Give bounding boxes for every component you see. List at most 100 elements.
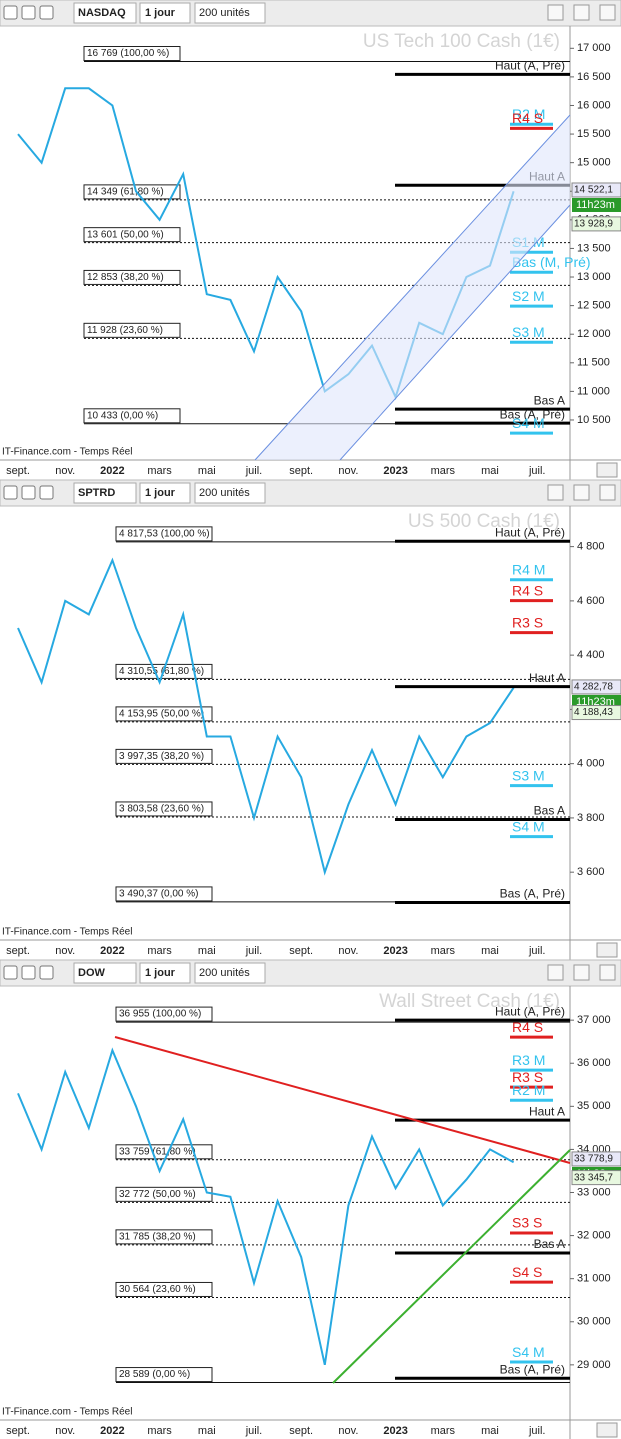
pivot-label: R3 M — [512, 1052, 545, 1068]
x-tick-label: mars — [431, 1425, 456, 1437]
period-dropdown[interactable] — [139, 962, 191, 984]
fib-box — [83, 408, 181, 424]
y-tick-label: 12 500 — [577, 300, 611, 312]
x-tick-label: 2023 — [383, 1425, 407, 1437]
fib-box — [83, 269, 181, 285]
symbol-dropdown[interactable] — [73, 962, 137, 984]
fib-label: 3 803,58 (23,60 %) — [119, 804, 204, 815]
y-tick-label: 37 000 — [577, 1014, 611, 1026]
y-tick-label: 31 000 — [577, 1273, 611, 1285]
units: 200 unités — [199, 487, 250, 499]
units-dropdown[interactable] — [194, 482, 266, 504]
price-label: 13 928,9 — [574, 219, 613, 230]
trend-line — [332, 1149, 571, 1384]
x-tick-label: 2022 — [100, 1425, 124, 1437]
y-tick-label: 12 000 — [577, 328, 611, 340]
window-button[interactable] — [547, 4, 564, 21]
x-tick-label: mai — [481, 945, 499, 957]
pivot-label: R4 S — [512, 1019, 543, 1035]
toolbar-icon[interactable] — [21, 5, 36, 20]
fib-box — [115, 1229, 213, 1245]
units-dropdown[interactable] — [194, 962, 266, 984]
toolbar-icon[interactable] — [21, 965, 36, 980]
x-tick-label: juil. — [245, 1425, 263, 1437]
x-tick-label: mai — [198, 465, 216, 477]
fib-box — [115, 526, 213, 542]
window-button[interactable] — [599, 484, 616, 501]
fib-box — [115, 706, 213, 722]
y-tick-label: 10 500 — [577, 414, 611, 426]
x-tick-label: mars — [431, 945, 456, 957]
window-button[interactable] — [547, 484, 564, 501]
price-label: 4 282,78 — [574, 682, 613, 693]
x-tick-label: sept. — [289, 465, 313, 477]
pivot-label: Haut (A, Pré) — [495, 1004, 565, 1018]
units-dropdown[interactable] — [194, 2, 266, 24]
window-button[interactable] — [599, 964, 616, 981]
toolbar-icon[interactable] — [39, 5, 54, 20]
fib-box — [83, 184, 181, 200]
y-tick-label: 30 000 — [577, 1316, 611, 1328]
pivot-label: S4 M — [512, 415, 545, 431]
period-dropdown[interactable] — [139, 482, 191, 504]
scroll-button[interactable] — [596, 462, 618, 478]
y-tick-label: 13 000 — [577, 271, 611, 283]
scroll-button[interactable] — [596, 1422, 618, 1438]
x-tick-label: juil. — [528, 465, 546, 477]
fib-label: 4 817,53 (100,00 %) — [119, 529, 210, 540]
fib-label: 3 997,35 (38,20 %) — [119, 751, 204, 762]
fib-box — [115, 1367, 213, 1383]
y-tick-label: 16 500 — [577, 71, 611, 83]
symbol: NASDAQ — [78, 7, 126, 19]
x-tick-label: sept. — [6, 465, 30, 477]
pivot-label: R2 M — [512, 106, 545, 122]
x-tick-label: mai — [481, 465, 499, 477]
chart-title: Wall Street Cash (1€) — [379, 991, 560, 1012]
toolbar-icon[interactable] — [3, 965, 18, 980]
price-box — [571, 182, 621, 198]
y-tick-label: 33 000 — [577, 1186, 611, 1198]
window-button[interactable] — [599, 4, 616, 21]
y-tick-label: 11 000 — [577, 385, 610, 397]
trend-line — [114, 1036, 571, 1164]
y-tick-label: 13 500 — [577, 242, 611, 254]
y-tick-label: 4 800 — [577, 541, 605, 553]
y-tick-label: 4 000 — [577, 758, 605, 770]
pivot-label: S2 M — [512, 288, 545, 304]
pivot-label: Haut (A, Pré) — [495, 525, 565, 539]
y-tick-label: 29 000 — [577, 1359, 611, 1371]
fib-box — [115, 1281, 213, 1297]
symbol: DOW — [78, 967, 106, 979]
y-tick-label: 15 000 — [577, 157, 611, 169]
x-tick-label: juil. — [528, 1425, 546, 1437]
y-tick-label: 36 000 — [577, 1057, 611, 1069]
x-tick-label: 2022 — [100, 945, 124, 957]
period-dropdown[interactable] — [139, 2, 191, 24]
symbol-dropdown[interactable] — [73, 2, 137, 24]
pivot-label: R4 S — [512, 110, 543, 126]
x-tick-label: mars — [147, 1425, 172, 1437]
price-box — [571, 216, 621, 232]
toolbar-icon[interactable] — [39, 485, 54, 500]
toolbar-icon[interactable] — [21, 485, 36, 500]
period: 1 jour — [145, 967, 176, 979]
pivot-label: Haut A — [529, 671, 565, 685]
scroll-button[interactable] — [596, 942, 618, 958]
pivot-label: S3 S — [512, 1215, 542, 1231]
window-button[interactable] — [573, 964, 590, 981]
toolbar-icon[interactable] — [3, 485, 18, 500]
y-tick-label: 3 800 — [577, 812, 605, 824]
channel-line — [254, 114, 571, 461]
x-tick-label: mai — [198, 1425, 216, 1437]
symbol-dropdown[interactable] — [73, 482, 137, 504]
window-button[interactable] — [573, 4, 590, 21]
window-button[interactable] — [573, 484, 590, 501]
timer: 11h23m — [576, 696, 615, 708]
fib-label: 4 153,95 (50,00 %) — [119, 709, 204, 720]
price-box — [571, 1151, 621, 1167]
window-button[interactable] — [547, 964, 564, 981]
x-tick-label: nov. — [338, 1425, 358, 1437]
toolbar-icon[interactable] — [3, 5, 18, 20]
y-tick-label: 32 000 — [577, 1229, 611, 1241]
toolbar-icon[interactable] — [39, 965, 54, 980]
